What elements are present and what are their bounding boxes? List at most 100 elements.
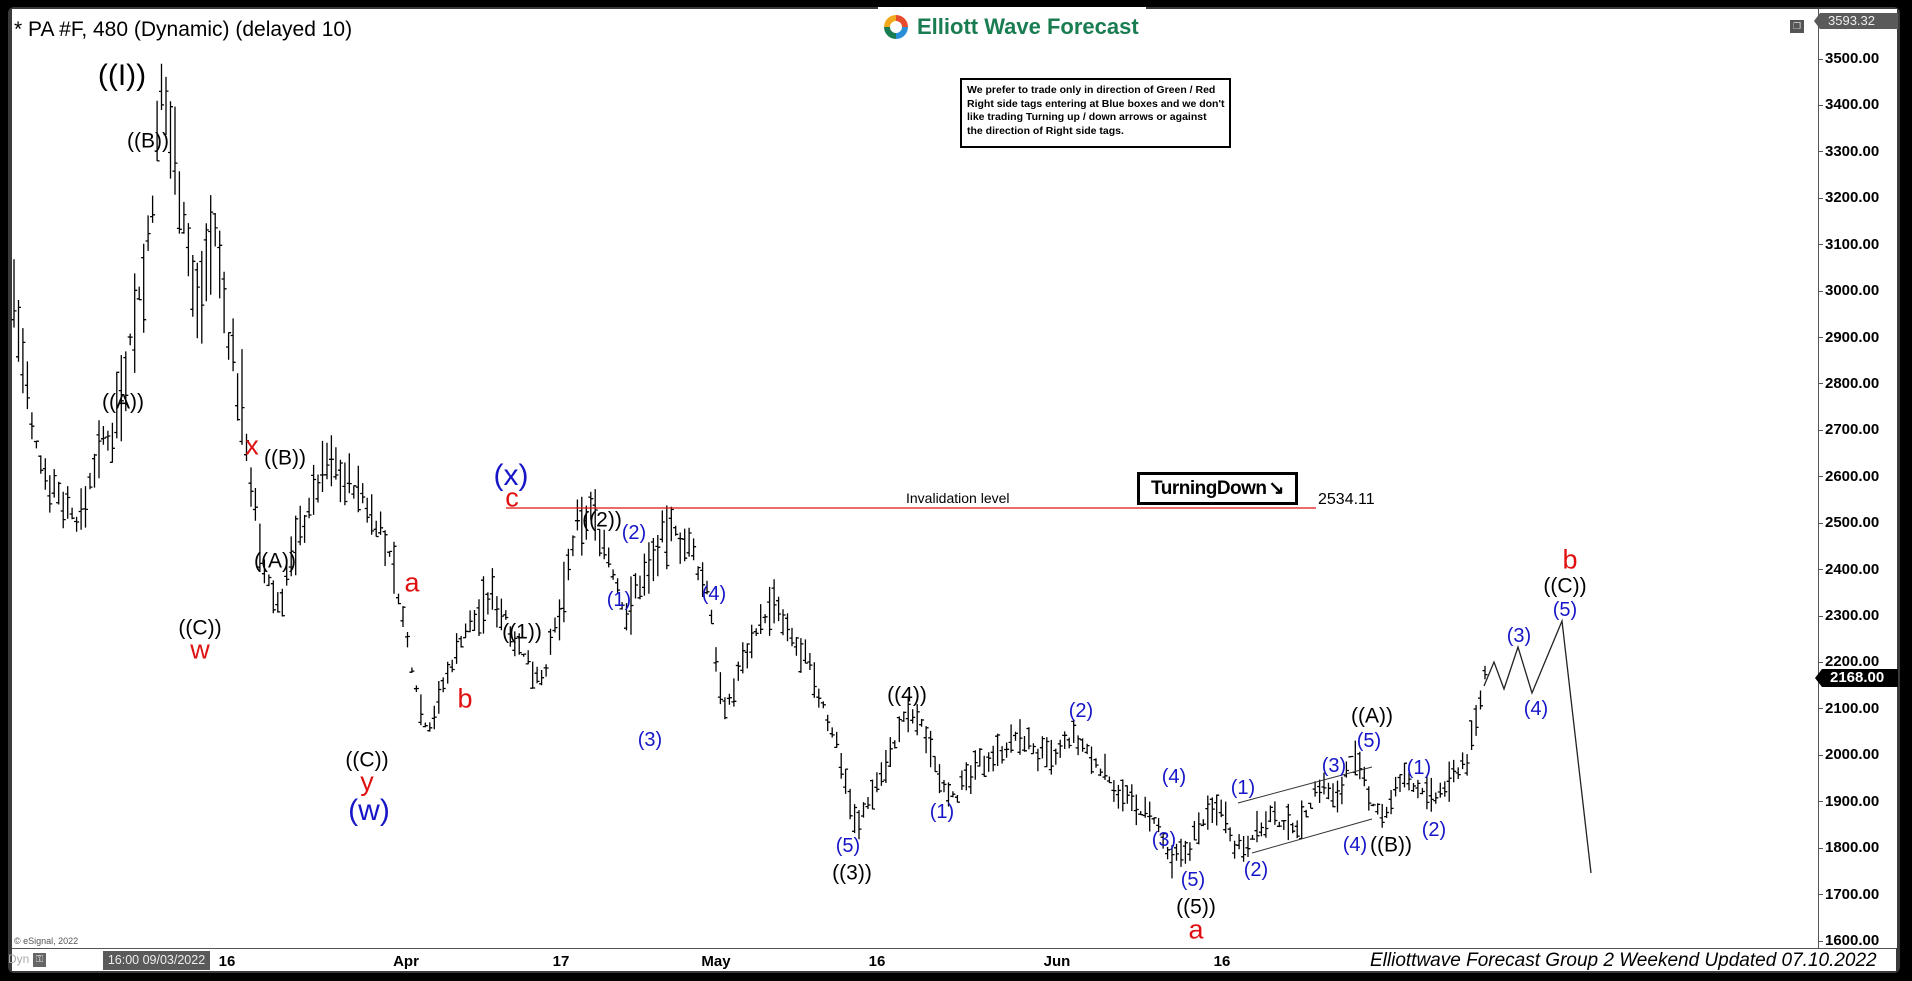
wave-label: (3) [1506,625,1532,647]
footer-update-text: Elliottwave Forecast Group 2 Weekend Upd… [1370,950,1877,971]
price-tick: 2400.00 [1819,561,1879,578]
arrow-down-right-icon: ↘ [1268,478,1285,499]
price-tick: 3000.00 [1819,282,1879,299]
wave-label: ((A)) [1351,704,1393,728]
logo-swirl-icon [884,15,908,39]
wave-label: (3) [1151,829,1177,851]
wave-label: ((C)) [345,748,389,772]
price-tick: 2800.00 [1819,375,1879,392]
wave-label: a [404,567,420,598]
time-tick: 16 [868,953,886,970]
price-tick: 2100.00 [1819,700,1879,717]
invalidation-label: Invalidation level [906,490,1010,506]
price-tick: 3100.00 [1819,236,1879,253]
wave-label: ((1)) [502,620,542,644]
price-tick: 2900.00 [1819,329,1879,346]
time-tick: Jun [1043,953,1071,970]
note-line: the direction of Right side tags. [967,124,1124,137]
projection-path [1483,618,1592,874]
last-price-marker: 2168.00 [1815,669,1898,687]
wave-label: (1) [1406,757,1432,779]
price-tick: 1800.00 [1819,839,1879,856]
price-tick: 1900.00 [1819,793,1879,810]
price-tick: 3300.00 [1819,143,1879,160]
wave-label: ((B)) [1370,833,1412,857]
time-tick: 16 [1213,953,1231,970]
restore-window-icon[interactable]: ❐ [1790,20,1804,33]
wave-label: w [190,634,210,665]
price-tick: 2300.00 [1819,607,1879,624]
wave-label: ((C)) [1543,574,1587,598]
trading-note-box: We prefer to trade only in direction of … [960,78,1231,148]
price-tick: 3200.00 [1819,189,1879,206]
wave-label: (4) [1161,766,1187,788]
note-line: We prefer to trade only in direction of … [967,84,1216,96]
time-axis[interactable] [12,948,1896,971]
wave-label: (4) [1342,834,1368,856]
channel-line [1237,766,1373,804]
wave-label: (2) [1243,859,1269,881]
wave-label: ((4)) [887,683,927,707]
invalidation-value: 2534.11 [1318,491,1375,508]
price-tick: 3400.00 [1819,96,1879,113]
wave-label: a [1188,914,1204,945]
wave-label: (4) [701,583,727,605]
price-tick: 2700.00 [1819,421,1879,438]
time-tick: 17 [552,953,570,970]
wave-label: b [457,683,473,714]
wave-label: ((5)) [1176,895,1216,919]
wave-label: b [1562,544,1578,575]
price-tick: 1600.00 [1819,932,1879,949]
top-price-marker: 3593.32 [1814,13,1898,29]
ohlc-bars [11,63,1488,879]
price-tick: 2600.00 [1819,468,1879,485]
cursor-date-label: 16:00 09/03/2022 [103,951,210,970]
wave-label: (5) [1180,869,1206,891]
wave-label: (5) [835,835,861,857]
wave-label: (4) [1523,698,1549,720]
price-tick: 1700.00 [1819,886,1879,903]
wave-label: ((B)) [127,129,169,153]
turning-label: TurningDown [1151,477,1267,499]
wave-label: (5) [1356,730,1382,752]
note-line: like trading Turning up / down arrows or… [967,111,1207,123]
price-tick: 2200.00 [1819,653,1879,670]
wave-label: (1) [929,801,955,823]
time-tick: 16 [218,953,236,970]
logo: Elliott Wave Forecast [878,7,1146,47]
wave-label: ((I)) [97,59,147,92]
wave-label: ((A)) [102,390,144,414]
wave-label: ((C)) [178,616,222,640]
turning-down-badge: TurningDown ↘ [1137,472,1298,505]
note-line: Right side tags entering at Blue boxes a… [967,97,1225,110]
wave-label: ((2)) [582,508,622,532]
wave-label: (x) [493,459,529,492]
chart-title: * PA #F, 480 (Dynamic) (delayed 10) [14,18,353,41]
wave-label: (3) [637,729,663,751]
logo-text: Elliott Wave Forecast [917,14,1139,39]
wave-label: ((3)) [832,861,872,885]
price-tick: 2500.00 [1819,514,1879,531]
price-tick: 2000.00 [1819,746,1879,763]
price-tick: 3500.00 [1819,50,1879,67]
wave-label: (1) [1230,777,1256,799]
wave-label: (w) [348,794,390,827]
channel-line [1251,818,1373,854]
wave-label: x [245,430,259,461]
wave-label: (2) [621,522,647,544]
wave-label: c [505,482,519,513]
dynamic-toggle[interactable]: Dyn [8,952,30,966]
wave-label: ((A)) [254,549,296,573]
wave-label: (2) [1421,819,1447,841]
wave-label: y [360,766,374,797]
wave-label: (2) [1068,700,1094,722]
wave-label: (3) [1321,755,1347,777]
copyright: © eSignal, 2022 [14,936,79,946]
time-tick: May [701,953,731,970]
lock-icon[interactable]: ⚿ [33,953,46,967]
wave-label: (1) [606,589,632,611]
time-tick: Apr [393,953,419,970]
wave-label: ((B)) [264,446,306,470]
